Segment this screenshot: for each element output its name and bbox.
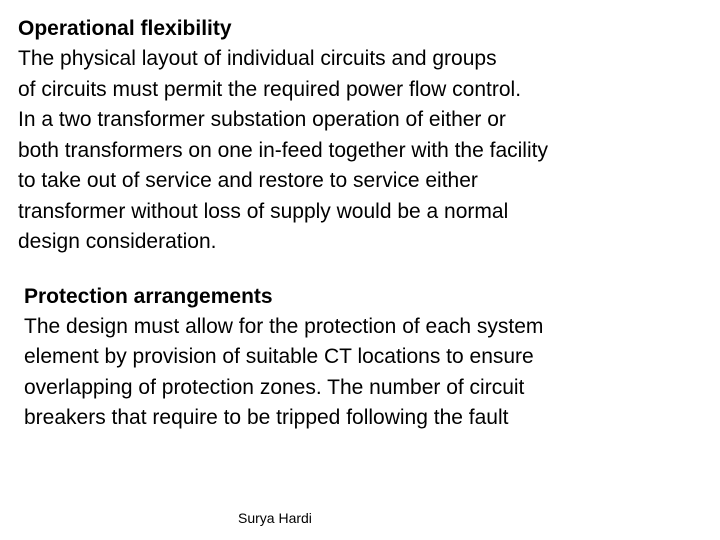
- slide-content: Operational flexibility The physical lay…: [0, 0, 720, 434]
- section-operational-flexibility: Operational flexibility The physical lay…: [18, 14, 702, 258]
- body-line: overlapping of protection zones. The num…: [24, 373, 702, 403]
- footer-author: Surya Hardi: [238, 510, 312, 526]
- body-line: In a two transformer substation operatio…: [18, 105, 702, 135]
- body-line: The design must allow for the protection…: [24, 312, 702, 342]
- body-line: both transformers on one in-feed togethe…: [18, 136, 702, 166]
- body-line: breakers that require to be tripped foll…: [24, 403, 702, 433]
- body-line: of circuits must permit the required pow…: [18, 75, 702, 105]
- body-line: transformer without loss of supply would…: [18, 197, 702, 227]
- heading-operational-flexibility: Operational flexibility: [18, 14, 702, 44]
- body-line: design consideration.: [18, 227, 702, 257]
- section-protection-arrangements: Protection arrangements The design must …: [18, 282, 702, 434]
- heading-protection-arrangements: Protection arrangements: [24, 282, 702, 312]
- body-line: to take out of service and restore to se…: [18, 166, 702, 196]
- body-line: The physical layout of individual circui…: [18, 44, 702, 74]
- body-line: element by provision of suitable CT loca…: [24, 342, 702, 372]
